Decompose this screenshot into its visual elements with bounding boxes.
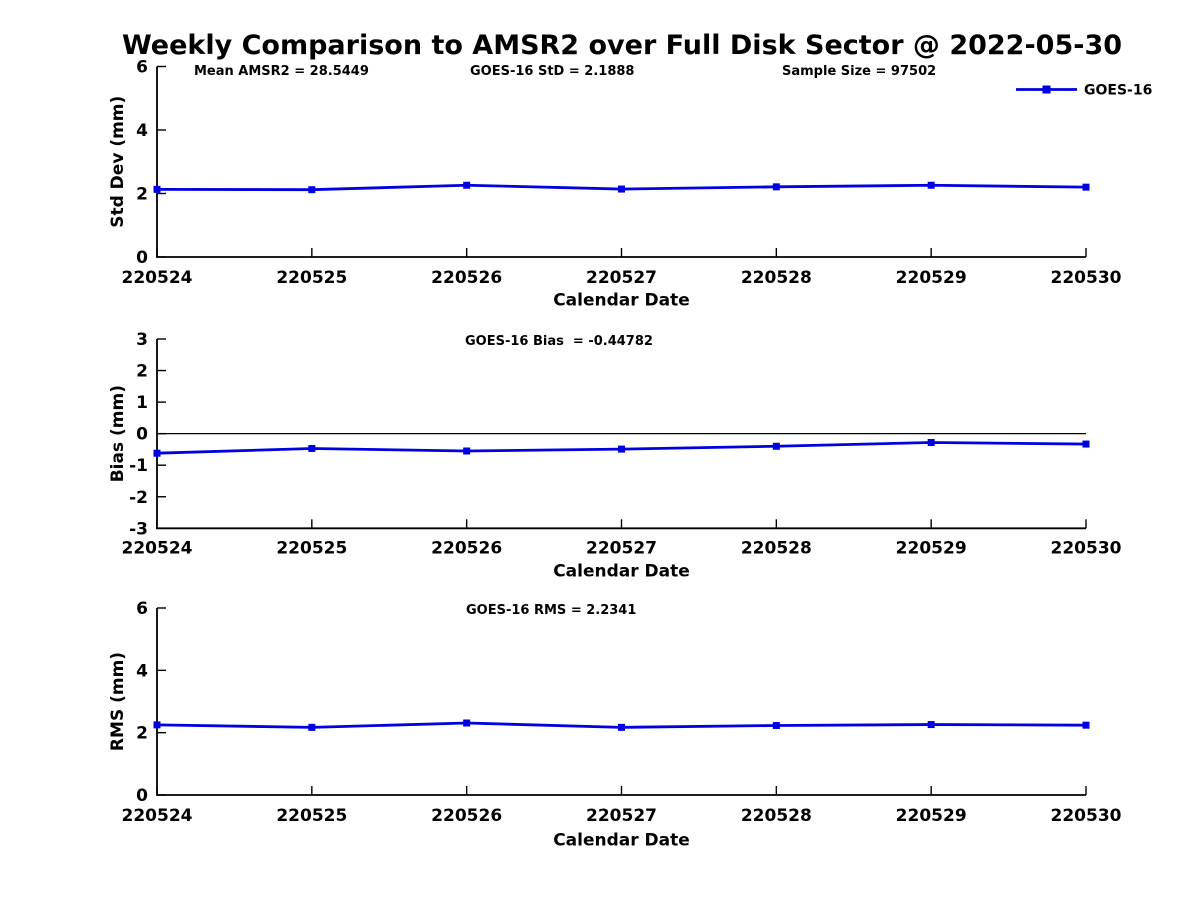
y-tick-label: 6 (136, 599, 148, 619)
x-tick-label: 220525 (276, 268, 347, 288)
y-tick-label: 1 (136, 393, 148, 413)
series-marker-square (308, 186, 316, 194)
series-marker-square (153, 721, 161, 729)
x-tick-label: 220530 (1051, 806, 1122, 826)
series-marker-square (927, 438, 935, 446)
x-tick-label: 220529 (896, 806, 967, 826)
x-tick-label: 220530 (1051, 539, 1122, 559)
x-tick-label: 220527 (586, 806, 657, 826)
series-marker-square (618, 723, 625, 731)
series-marker-square (772, 721, 780, 729)
series-marker-square (463, 181, 471, 189)
y-tick-label: 4 (136, 661, 148, 681)
y-tick-label: 2 (136, 724, 148, 744)
series-marker-square (463, 447, 471, 455)
y-axis-label: Std Dev (mm) (108, 96, 128, 228)
legend-label: GOES-16 (1084, 83, 1152, 99)
x-tick-label: 220526 (431, 806, 502, 826)
x-tick-label: 220528 (741, 268, 812, 288)
x-tick-label: 220525 (276, 806, 347, 826)
y-tick-label: -1 (129, 456, 148, 476)
panel-annotation: GOES-16 RMS = 2.2341 (466, 603, 636, 618)
x-tick-label: 220527 (586, 268, 657, 288)
series-marker-square (153, 449, 161, 457)
x-axis-label: Calendar Date (553, 291, 690, 311)
y-tick-label: 0 (136, 248, 148, 268)
series-marker-square (463, 719, 471, 727)
series-marker-square (308, 444, 316, 452)
series-marker-square (1082, 440, 1090, 448)
legend-marker-square (1042, 85, 1051, 94)
series-marker-square (618, 445, 625, 453)
x-tick-label: 220530 (1051, 268, 1122, 288)
y-tick-label: 3 (136, 330, 148, 350)
series-marker-square (772, 442, 780, 450)
series-marker-square (1082, 721, 1090, 729)
panel-annotation: GOES-16 Bias = -0.44782 (465, 334, 653, 349)
series-marker-square (927, 181, 935, 189)
x-tick-label: 220525 (276, 539, 347, 559)
x-tick-label: 220529 (896, 539, 967, 559)
x-tick-label: 220528 (741, 806, 812, 826)
series-marker-square (772, 183, 780, 191)
series-marker-square (308, 723, 316, 731)
y-tick-label: -2 (129, 488, 148, 508)
y-tick-label: 0 (136, 786, 148, 806)
y-tick-label: -3 (129, 519, 148, 539)
series-marker-square (618, 185, 625, 193)
series-marker-square (927, 721, 935, 729)
y-axis-label: RMS (mm) (108, 652, 128, 751)
y-axis-label: Bias (mm) (108, 385, 128, 482)
panel-annotation: GOES-16 StD = 2.1888 (470, 64, 634, 79)
y-tick-label: 4 (136, 121, 148, 141)
y-tick-label: 2 (136, 362, 148, 382)
panel-annotation: Sample Size = 97502 (782, 64, 936, 79)
x-tick-label: 220524 (122, 268, 193, 288)
figure-title: Weekly Comparison to AMSR2 over Full Dis… (121, 30, 1123, 61)
series-marker-square (153, 185, 161, 193)
y-tick-label: 2 (136, 185, 148, 205)
series-marker-square (1082, 183, 1090, 191)
x-axis-label: Calendar Date (553, 831, 690, 851)
y-tick-label: 6 (136, 58, 148, 78)
x-axis-label: Calendar Date (553, 562, 690, 582)
y-tick-label: 0 (136, 425, 148, 445)
x-tick-label: 220524 (122, 806, 193, 826)
panel-annotation: Mean AMSR2 = 28.5449 (194, 64, 369, 79)
x-tick-label: 220527 (586, 539, 657, 559)
x-tick-label: 220526 (431, 268, 502, 288)
x-tick-label: 220529 (896, 268, 967, 288)
x-tick-label: 220528 (741, 539, 812, 559)
x-tick-label: 220524 (122, 539, 193, 559)
x-tick-label: 220526 (431, 539, 502, 559)
